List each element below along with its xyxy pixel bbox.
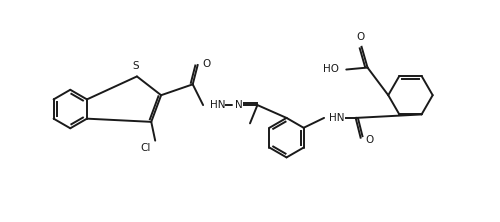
Text: HO: HO [324, 64, 340, 74]
Text: HN: HN [330, 113, 345, 123]
Text: HN: HN [210, 100, 225, 110]
Text: O: O [202, 59, 210, 69]
Text: Cl: Cl [140, 143, 150, 153]
Text: S: S [132, 61, 140, 71]
Text: O: O [356, 32, 364, 42]
Text: N: N [235, 100, 243, 110]
Text: O: O [365, 135, 374, 145]
